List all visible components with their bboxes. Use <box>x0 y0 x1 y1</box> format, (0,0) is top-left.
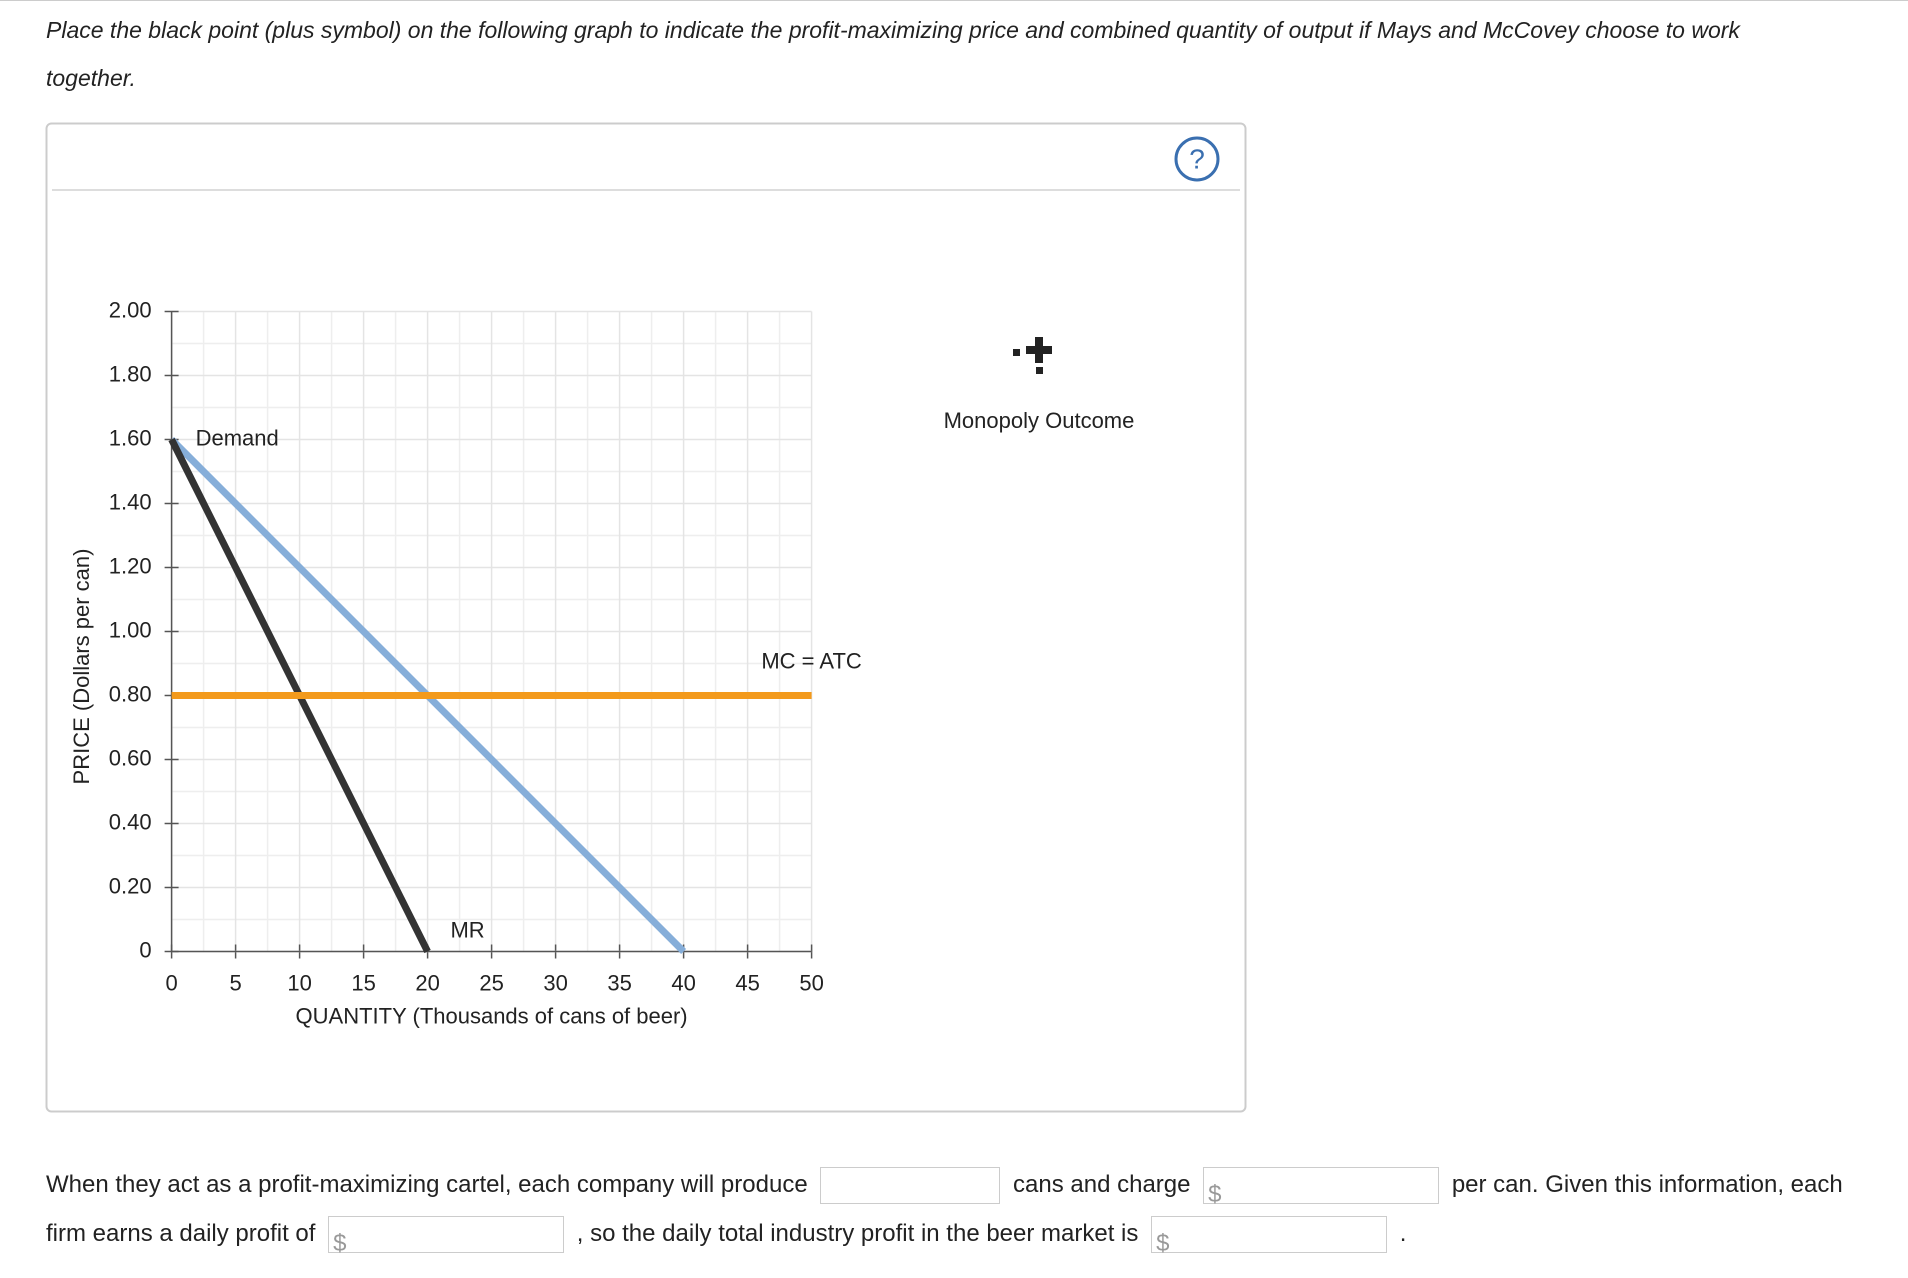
series-label: MC = ATC <box>761 648 862 673</box>
answer-field[interactable]: $ <box>1151 1216 1388 1260</box>
question-text: . <box>1399 1220 1407 1247</box>
y-tick-label: 0 <box>139 937 151 962</box>
price-input[interactable] <box>1204 1175 1439 1211</box>
help-circle[interactable] <box>1174 136 1220 182</box>
y-tick-label: 1.80 <box>109 361 152 386</box>
panel-frame <box>45 122 1247 1113</box>
x-tick-label: 5 <box>229 970 241 995</box>
y-tick-label: 1.40 <box>109 489 152 514</box>
quantity-input[interactable] <box>821 1175 1000 1211</box>
question-text: , so the daily total industry profit in … <box>576 1220 1139 1247</box>
y-tick-label: 0.60 <box>109 745 152 770</box>
y-tick-label: 1.20 <box>109 553 152 578</box>
industry-profit-input[interactable] <box>1152 1224 1387 1260</box>
help-icon[interactable]: ? <box>1189 143 1205 174</box>
x-tick-label: 25 <box>479 970 503 995</box>
help-button[interactable]: ? <box>1174 136 1220 182</box>
x-axis-label: QUANTITY (Thousands of cans of beer) <box>296 1003 688 1028</box>
x-tick-label: 10 <box>287 970 311 995</box>
top-border <box>0 0 1908 1</box>
y-tick-label: 0.20 <box>109 873 152 898</box>
y-tick-label: 0.80 <box>109 681 152 706</box>
x-tick-label: 45 <box>735 970 759 995</box>
answer-field[interactable]: $ <box>328 1216 565 1260</box>
question: When they act as a profit-maximizing car… <box>46 1160 1876 1260</box>
y-tick-label: 1.60 <box>109 425 152 450</box>
y-tick-label: 1.00 <box>109 617 152 642</box>
y-axis-label: PRICE (Dollars per can) <box>69 549 94 785</box>
x-tick-label: 40 <box>671 970 695 995</box>
plot: 0 5 10 15 20 25 30 35 40 45 50 0 0.20 0.40 0.60 0.80 1.0… <box>69 297 862 1028</box>
question-text: per can. Given this information, each fi… <box>46 1171 1843 1247</box>
currency: $ <box>1156 1230 1170 1258</box>
x-tick-label: 0 <box>165 970 177 995</box>
currency: $ <box>333 1230 347 1258</box>
question-text: When they act as a profit-maximizing car… <box>46 1171 808 1198</box>
x-tick-label: 20 <box>415 970 439 995</box>
y-tick-label: 0.40 <box>109 809 152 834</box>
question-text: cans and charge <box>1013 1171 1191 1198</box>
tool-icon-plus[interactable] <box>1035 337 1043 363</box>
answer-field[interactable]: $ <box>1203 1167 1440 1211</box>
y-tick-label: 2.00 <box>109 297 152 322</box>
x-tick-label: 30 <box>543 970 567 995</box>
series-label: Demand <box>196 425 279 450</box>
tool-icon-dot[interactable] <box>1013 349 1020 356</box>
series-label: MR <box>450 917 484 942</box>
answer-field[interactable] <box>820 1167 1001 1211</box>
x-tick-label: 35 <box>607 970 631 995</box>
monopoly-outcome-tool[interactable]: Monopoly Outcome <box>944 337 1135 433</box>
currency: $ <box>1208 1181 1222 1209</box>
instruction: Place the black point (plus symbol) on t… <box>46 17 1740 91</box>
x-tick-label: 50 <box>799 970 823 995</box>
firm-profit-input[interactable] <box>329 1224 564 1260</box>
tool-label[interactable]: Monopoly Outcome <box>944 408 1135 433</box>
tool-icon-dot[interactable] <box>1036 367 1043 374</box>
x-tick-label: 15 <box>351 970 375 995</box>
